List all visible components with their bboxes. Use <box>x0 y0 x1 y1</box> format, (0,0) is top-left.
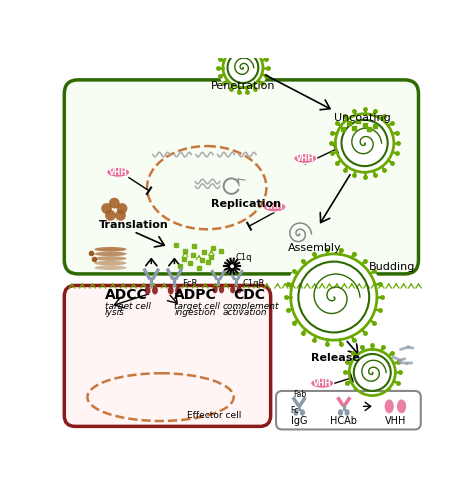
Circle shape <box>344 344 401 401</box>
Text: ingestion: ingestion <box>174 308 216 317</box>
Circle shape <box>330 108 399 178</box>
Circle shape <box>109 198 120 208</box>
Text: C1qR: C1qR <box>243 279 265 288</box>
Ellipse shape <box>397 399 406 413</box>
FancyBboxPatch shape <box>64 285 271 426</box>
Ellipse shape <box>345 409 350 416</box>
Ellipse shape <box>107 167 130 177</box>
Text: complement: complement <box>222 302 279 311</box>
Text: VHH: VHH <box>265 203 284 211</box>
Text: Assembly: Assembly <box>288 243 341 253</box>
Text: HCAb: HCAb <box>330 416 357 426</box>
Text: Release: Release <box>310 353 360 363</box>
Ellipse shape <box>145 286 151 295</box>
Circle shape <box>218 42 268 93</box>
Text: CDC: CDC <box>234 288 266 301</box>
Text: IgG: IgG <box>291 416 307 426</box>
Circle shape <box>105 210 116 221</box>
Text: activation: activation <box>222 308 267 317</box>
Text: Effector cell: Effector cell <box>187 411 241 420</box>
Text: C1q: C1q <box>236 253 253 262</box>
Ellipse shape <box>338 409 343 416</box>
Circle shape <box>117 203 128 214</box>
Ellipse shape <box>152 286 158 295</box>
Ellipse shape <box>300 409 305 416</box>
Text: Fc: Fc <box>290 405 299 415</box>
FancyBboxPatch shape <box>64 80 419 274</box>
Ellipse shape <box>219 286 224 294</box>
Ellipse shape <box>263 202 286 212</box>
Ellipse shape <box>175 286 181 295</box>
Ellipse shape <box>230 286 235 294</box>
Text: ADPC: ADPC <box>174 288 217 301</box>
Ellipse shape <box>94 256 127 261</box>
Text: target cell: target cell <box>174 302 220 311</box>
Text: Fab: Fab <box>293 390 306 399</box>
Text: lysis: lysis <box>105 308 125 317</box>
Circle shape <box>285 248 383 346</box>
Text: VHH: VHH <box>109 168 128 177</box>
Text: ADCC: ADCC <box>105 288 148 301</box>
Ellipse shape <box>237 286 242 294</box>
Text: Translation: Translation <box>99 220 169 230</box>
Text: FcR: FcR <box>182 279 198 288</box>
Ellipse shape <box>94 247 127 252</box>
Ellipse shape <box>94 252 127 256</box>
Ellipse shape <box>168 286 173 295</box>
Ellipse shape <box>310 378 334 388</box>
Ellipse shape <box>212 286 218 294</box>
Ellipse shape <box>94 265 127 270</box>
Text: Uncoating: Uncoating <box>334 113 391 123</box>
Text: VHH: VHH <box>313 379 332 388</box>
Ellipse shape <box>94 261 127 265</box>
Text: Penetration: Penetration <box>211 81 276 91</box>
Text: target cell: target cell <box>105 302 151 311</box>
Circle shape <box>101 203 112 214</box>
Ellipse shape <box>294 154 317 163</box>
Ellipse shape <box>384 399 394 413</box>
Ellipse shape <box>293 409 299 416</box>
Text: Budding: Budding <box>368 262 415 272</box>
Text: VHH: VHH <box>385 416 406 426</box>
Circle shape <box>115 210 126 221</box>
FancyBboxPatch shape <box>276 391 421 430</box>
Text: VHH: VHH <box>296 154 315 163</box>
Text: Replication: Replication <box>210 199 281 209</box>
